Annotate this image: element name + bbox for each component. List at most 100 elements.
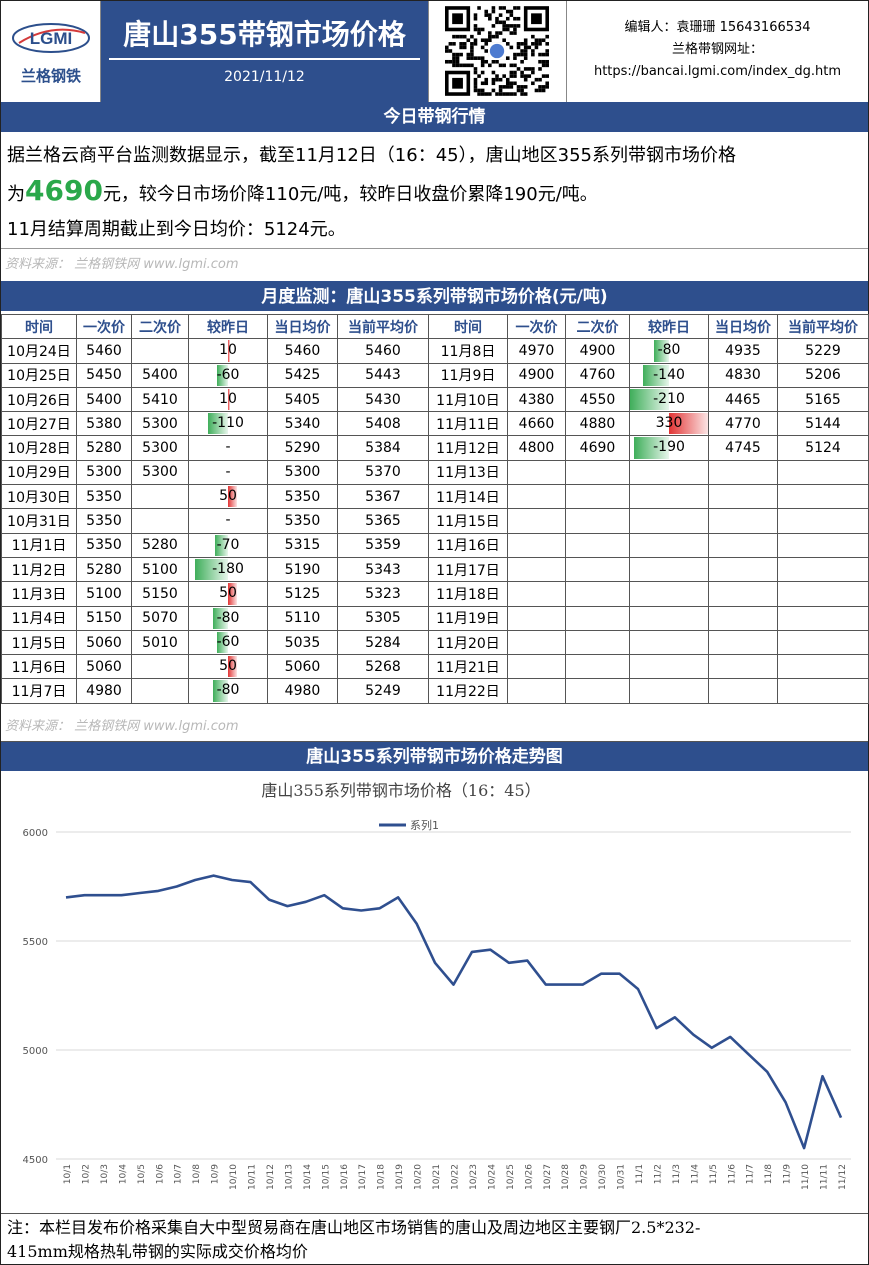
price-cell: 5443 [337,362,429,388]
column-header: 当前平均价 [337,313,429,340]
change-value: -180 [212,560,244,577]
price-cell: 4550 [565,386,630,413]
x-tick-label: 10/23 [469,1164,479,1190]
lgmi-logo-icon: LGMI [12,23,90,53]
x-tick-label: 10/24 [487,1164,497,1190]
column-header: 一次价 [76,313,132,340]
price-cell: 4900 [565,338,630,364]
date-cell: 11月9日 [428,362,508,388]
site-url-link[interactable]: https://bancai.lgmi.com/index_dg.htm [593,64,842,79]
change-cell [629,532,709,558]
today-summary: 据兰格云商平台监测数据显示，截至11月12日（16：45），唐山地区355系列带… [1,132,868,249]
date-cell: 10月28日 [1,435,77,461]
table-header-row: 时间 一次价 二次价 较昨日 当日均价 当前平均价 时间 一次价 二次价 较昨日 当日均价 当前平均价 [1,313,869,340]
column-header: 较昨日 [188,313,268,340]
change-bar-positive [228,656,238,678]
price-cell: 5350 [76,532,132,558]
table-row: 10月26日 5400 5410 10 5405 5430 11月10日 4380 4550 -2… [1,386,869,413]
date-cell: 11月4日 [1,605,77,631]
date-cell: 10月25日 [1,362,77,388]
price-cell: 5300 [131,459,189,486]
price-cell [507,508,566,534]
date-cell: 11月10日 [428,386,508,413]
price-cell [708,678,778,704]
table-row: 11月7日 4980 -80 4980 5249 11月22日 [1,678,869,704]
price-cell: 4980 [76,678,132,704]
price-cell [507,581,566,607]
y-tick-label: 5000 [23,1046,48,1057]
date-cell: 11月8日 [428,338,508,364]
price-cell: 5268 [337,654,429,680]
change-value: - [225,512,231,529]
x-tick-label: 10/26 [524,1164,534,1190]
price-cell [507,605,566,631]
price-cell: 5249 [337,678,429,704]
date-cell: 11月17日 [428,556,508,583]
change-bar-negative [213,680,228,702]
column-header: 时间 [428,313,508,340]
price-cell [507,484,566,510]
price-cell: 5280 [76,435,132,461]
price-cell: 4880 [565,411,630,437]
change-cell [629,508,709,534]
x-tick-label: 11/6 [727,1164,737,1184]
x-tick-label: 10/30 [598,1164,608,1190]
change-cell: -110 [188,411,268,437]
site-label: 兰格带钢网址： [671,42,763,57]
change-cell: -80 [188,605,268,631]
x-tick-label: 10/8 [192,1164,202,1184]
price-cell: 5060 [76,629,132,656]
column-header: 当日均价 [267,313,338,340]
page-title: 唐山355带钢市场价格 [123,18,406,51]
price-cell [565,532,630,558]
change-value: -80 [216,682,240,699]
price-cell: 5359 [337,532,429,558]
price-cell: 5400 [76,386,132,413]
change-cell: -80 [629,338,709,364]
editor-info: 编辑人：袁珊珊 15643166534 [624,20,811,35]
table-row: 10月25日 5450 5400 -60 5425 5443 11月9日 4900 4760 -1… [1,362,869,388]
price-cell [565,459,630,486]
date-cell: 11月22日 [428,678,508,704]
date-cell: 11月16日 [428,532,508,558]
chart-svg: 唐山355系列带钢市场价格（16：45） 系列1 4500 5000 5500 6000 1… [23,781,851,1190]
change-cell: -190 [629,435,709,461]
table-row: 10月29日 5300 5300-5300 5370 11月13日 [1,459,869,486]
table-row: 11月6日 5060 50 5060 5268 11月21日 [1,654,869,680]
x-tick-label: 10/12 [266,1164,276,1190]
change-cell: -180 [188,556,268,583]
price-cell [777,678,869,704]
price-cell: 5284 [337,629,429,656]
today-price: 4690 [25,174,103,207]
price-cell [131,654,189,680]
price-cell: 4690 [565,435,630,461]
change-bar-negative [194,558,228,581]
change-value: -210 [653,390,685,407]
price-cell: 5100 [131,556,189,583]
x-tick-label: 10/7 [174,1164,184,1184]
logo-text: 兰格钢铁 [20,67,81,85]
change-cell: 50 [188,581,268,607]
date-cell: 11月1日 [1,532,77,558]
change-value: -140 [653,366,685,383]
price-cell: 4900 [507,362,566,388]
y-tick-label: 6000 [23,828,48,839]
x-tick-label: 10/6 [155,1164,165,1184]
date-cell: 10月31日 [1,508,77,534]
price-cell [708,484,778,510]
price-trend-chart: 唐山355系列带钢市场价格（16：45） 系列1 4500 5000 5500 6000 1… [1,772,868,1212]
x-tick-label: 11/9 [783,1164,793,1184]
price-cell [565,581,630,607]
legend-entry: 系列1 [410,818,439,832]
change-cell [629,654,709,680]
price-cell: 5367 [337,484,429,510]
change-cell: - [188,435,268,461]
date-cell: 10月27日 [1,411,77,437]
column-header: 二次价 [565,313,630,340]
date-cell: 11月21日 [428,654,508,680]
price-cell: 4970 [507,338,566,364]
table-source-note: 资料来源： 兰格钢铁网 www.lgmi.com [5,719,239,734]
change-cell: - [188,508,268,534]
change-value: -190 [653,439,685,456]
summary-line-1: 据兰格云商平台监测数据显示，截至11月12日（16：45），唐山地区355系列带… [7,145,736,166]
